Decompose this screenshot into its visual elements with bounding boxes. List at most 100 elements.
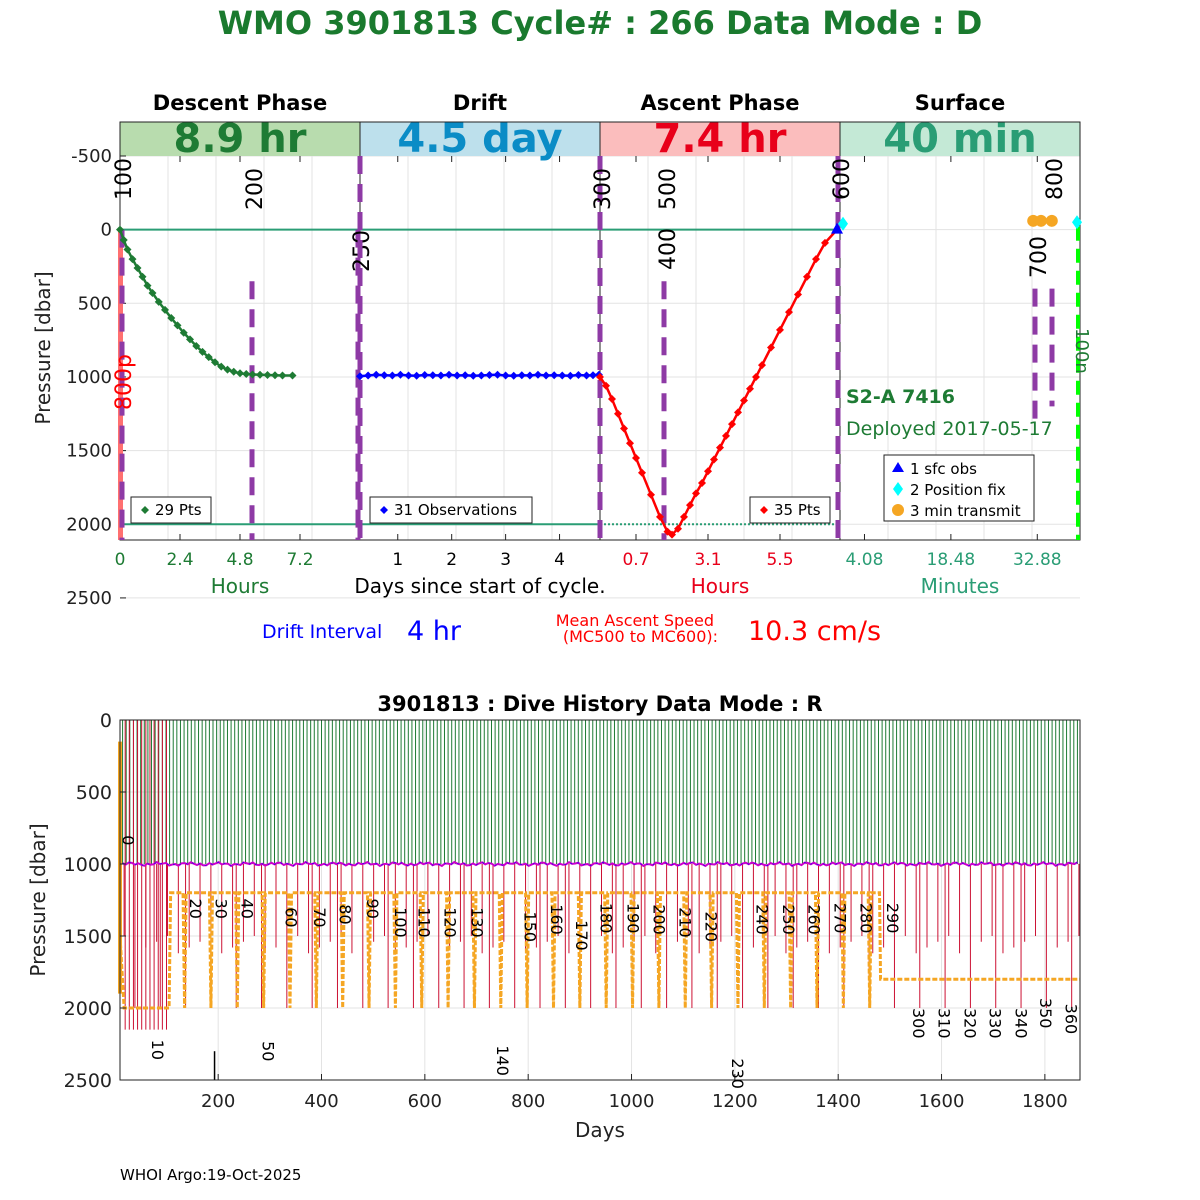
x-tick-label: 32.88	[1013, 550, 1062, 570]
descent-point	[242, 370, 251, 379]
drift-point	[380, 371, 389, 380]
duration-text: 4.5 day	[397, 116, 562, 162]
drift-point	[574, 371, 583, 380]
x-tick-label: 600	[408, 1091, 442, 1112]
ascent-point	[740, 396, 748, 405]
cycle-label: 330	[986, 1008, 1005, 1039]
descent-point	[236, 369, 244, 378]
y-tick-label: 2000	[66, 514, 112, 535]
descent-point	[271, 371, 279, 380]
ascent-point	[626, 439, 634, 448]
drift-point	[501, 371, 510, 380]
drift-point	[588, 371, 597, 380]
cycle-label: 80	[336, 904, 355, 924]
duration-band	[360, 122, 600, 156]
x-tick-label: 3	[500, 550, 511, 570]
descent-point	[148, 288, 157, 297]
descent-point	[211, 358, 219, 367]
figure-title: WMO 3901813 Cycle# : 266 Data Mode : D	[217, 4, 983, 42]
drift-point	[428, 371, 437, 380]
ascent-point	[668, 530, 676, 539]
marker-label-700: 700	[1027, 236, 1052, 278]
ascent-point	[596, 372, 604, 381]
panel-frame	[119, 121, 361, 541]
x-axis-label: Hours	[211, 574, 270, 598]
drift-point	[566, 371, 575, 380]
y-axis-label: Pressure [dbar]	[31, 271, 55, 424]
cycle-label: 140	[493, 1045, 512, 1076]
ascent-point	[704, 467, 712, 476]
cycle-label: 210	[676, 907, 695, 938]
ascent-series-line	[598, 228, 838, 537]
ascent-point	[746, 384, 754, 393]
y-tick-label: 500	[76, 782, 112, 804]
x-tick-label: 5.5	[766, 550, 793, 570]
x-tick-label: 1400	[815, 1091, 861, 1112]
x-tick-label: 400	[304, 1091, 338, 1112]
legend-text: 29 Pts	[155, 501, 202, 519]
legend-frame	[883, 454, 1035, 522]
x-tick-label: 1800	[1022, 1091, 1068, 1112]
ascent-point	[638, 468, 646, 477]
ascent-point	[728, 420, 736, 429]
cycle-label: 50	[259, 1041, 278, 1061]
x-tick-label: 1	[392, 550, 403, 570]
ascent-point	[722, 431, 730, 440]
drift-legend: 31 Observations	[369, 496, 533, 524]
cycle-label: 360	[1062, 1004, 1081, 1035]
cycle-label: 70	[310, 907, 329, 927]
drift-point	[493, 370, 502, 379]
cycle-label: 300	[909, 1008, 928, 1039]
cycle-label: 200	[650, 904, 669, 935]
drift-pressure-detail	[122, 861, 1078, 867]
descent-series-line	[118, 229, 293, 377]
dive-history-title: 3901813 : Dive History Data Mode : R	[377, 692, 822, 716]
cycle-label: 240	[753, 904, 772, 935]
x-axis-label: Days	[575, 1118, 625, 1142]
transmit-point	[1035, 214, 1047, 227]
ascent-point	[794, 290, 802, 299]
descent-point	[133, 263, 142, 272]
ascent-point	[734, 408, 742, 417]
descent-point	[229, 367, 238, 376]
y-tick-label: 0	[101, 220, 112, 241]
duration-text: 40 min	[883, 116, 1036, 162]
ascent-point	[608, 395, 616, 404]
marker-label-100: 100	[112, 158, 137, 200]
drift-point	[485, 371, 494, 380]
cycle-label: 90	[363, 899, 382, 919]
duration-band	[120, 122, 360, 156]
legend-text: 31 Observations	[394, 501, 517, 519]
descent-point	[154, 297, 163, 306]
drift-point	[582, 371, 591, 380]
mean-ascent-label-line1: Mean Ascent Speed	[556, 611, 714, 630]
y-tick-label: 1500	[66, 441, 112, 462]
x-tick-label: 800	[511, 1091, 545, 1112]
marker-label-500: 500	[656, 168, 681, 210]
cycle-label: 180	[597, 903, 616, 934]
ascent-point	[698, 479, 706, 488]
y-tick-label: 1000	[66, 367, 112, 388]
x-tick-label: 2.4	[166, 550, 193, 570]
drift-point	[509, 371, 518, 380]
cycle-label: 150	[521, 912, 540, 943]
profile-pressure-line	[118, 891, 1080, 1010]
cycle-label: 20	[186, 899, 205, 919]
drift-point	[388, 371, 397, 380]
transmit-point	[1045, 214, 1058, 227]
cycle-label: 260	[805, 904, 824, 935]
cycle-label: 340	[1011, 1008, 1030, 1039]
x-tick-label: 4	[554, 550, 565, 570]
cycle-label: 320	[960, 1008, 979, 1039]
x-tick-label: 0.7	[622, 550, 649, 570]
descent-legend: 29 Pts	[130, 496, 212, 524]
y-axis-label: Pressure [dbar]	[26, 823, 50, 976]
x-tick-label: 1200	[712, 1091, 758, 1112]
mean-ascent-label-line2: (MC500 to MC600):	[563, 627, 718, 646]
legend-frame	[369, 496, 533, 524]
ascent-point	[812, 255, 820, 264]
cycle-label: 350	[1036, 998, 1055, 1029]
